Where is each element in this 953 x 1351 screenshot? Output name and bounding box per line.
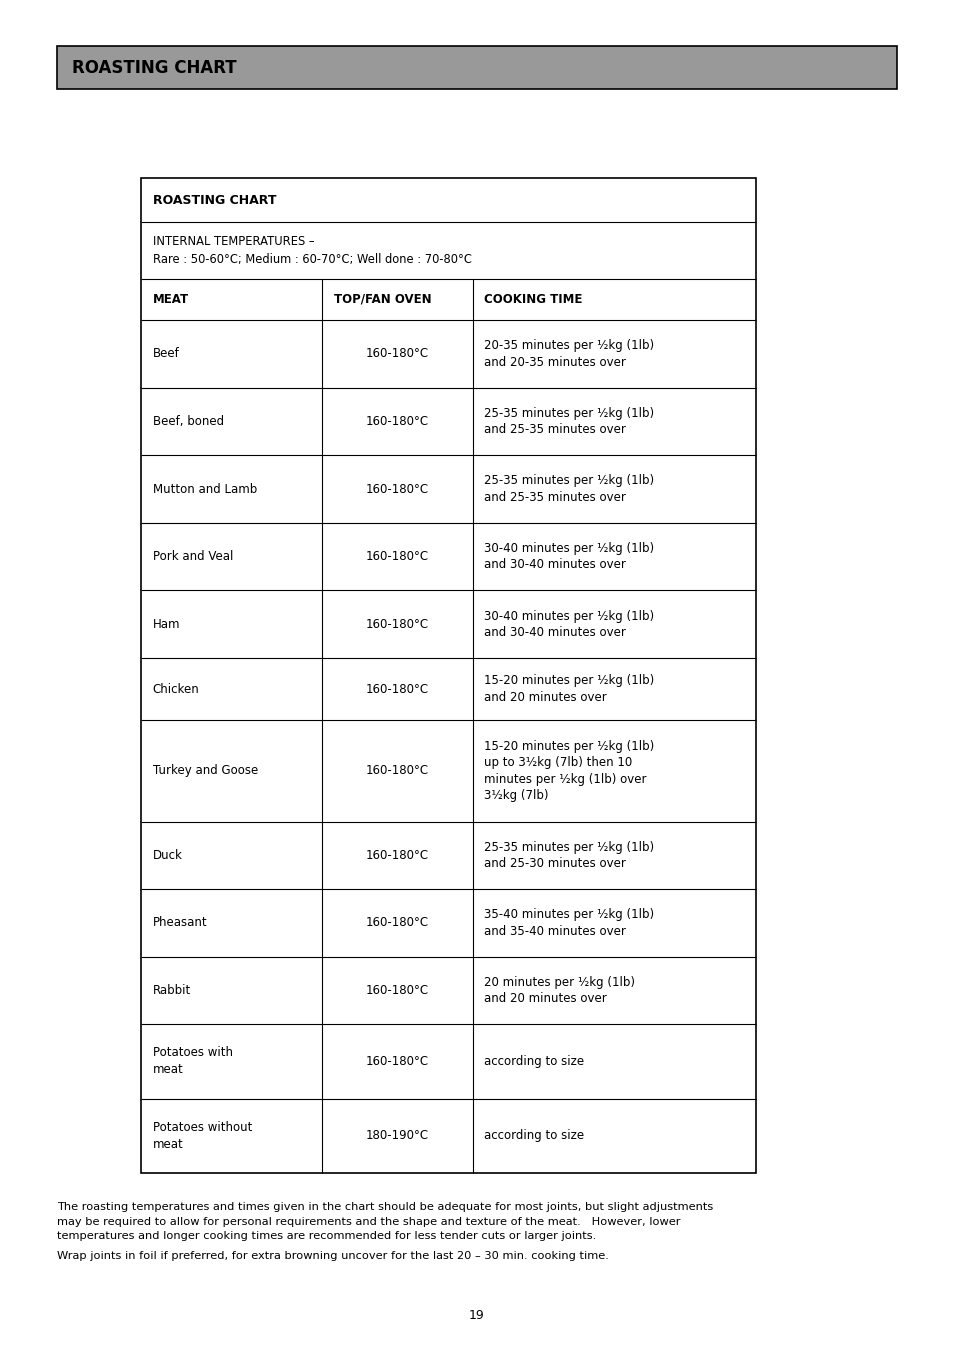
Text: according to size: according to size	[484, 1129, 584, 1142]
Text: according to size: according to size	[484, 1055, 584, 1067]
Text: 20-35 minutes per ½kg (1lb)
and 20-35 minutes over: 20-35 minutes per ½kg (1lb) and 20-35 mi…	[484, 339, 654, 369]
Text: Chicken: Chicken	[152, 682, 199, 696]
Text: Duck: Duck	[152, 848, 182, 862]
Text: 160-180°C: 160-180°C	[366, 617, 429, 631]
Text: 160-180°C: 160-180°C	[366, 550, 429, 563]
Text: 160-180°C: 160-180°C	[366, 984, 429, 997]
Text: INTERNAL TEMPERATURES –
Rare : 50-60°C; Medium : 60-70°C; Well done : 70-80°C: INTERNAL TEMPERATURES – Rare : 50-60°C; …	[152, 235, 471, 266]
FancyBboxPatch shape	[57, 46, 896, 89]
Text: MEAT: MEAT	[152, 293, 189, 305]
Text: 19: 19	[469, 1309, 484, 1323]
Text: 25-35 minutes per ½kg (1lb)
and 25-35 minutes over: 25-35 minutes per ½kg (1lb) and 25-35 mi…	[484, 474, 654, 504]
Text: Wrap joints in foil if preferred, for extra browning uncover for the last 20 – 3: Wrap joints in foil if preferred, for ex…	[57, 1251, 608, 1260]
Text: 15-20 minutes per ½kg (1lb)
and 20 minutes over: 15-20 minutes per ½kg (1lb) and 20 minut…	[484, 674, 654, 704]
Text: 160-180°C: 160-180°C	[366, 765, 429, 777]
Text: 160-180°C: 160-180°C	[366, 482, 429, 496]
Text: TOP/FAN OVEN: TOP/FAN OVEN	[334, 293, 431, 305]
Text: 160-180°C: 160-180°C	[366, 1055, 429, 1067]
Text: Pork and Veal: Pork and Veal	[152, 550, 233, 563]
Text: 25-35 minutes per ½kg (1lb)
and 25-30 minutes over: 25-35 minutes per ½kg (1lb) and 25-30 mi…	[484, 840, 654, 870]
Text: ROASTING CHART: ROASTING CHART	[152, 193, 275, 207]
Text: Pheasant: Pheasant	[152, 916, 207, 929]
Text: 20 minutes per ½kg (1lb)
and 20 minutes over: 20 minutes per ½kg (1lb) and 20 minutes …	[484, 975, 635, 1005]
Text: Beef, boned: Beef, boned	[152, 415, 224, 428]
Text: ROASTING CHART: ROASTING CHART	[71, 58, 236, 77]
Text: The roasting temperatures and times given in the chart should be adequate for mo: The roasting temperatures and times give…	[57, 1202, 713, 1242]
Text: 15-20 minutes per ½kg (1lb)
up to 3½kg (7lb) then 10
minutes per ½kg (1lb) over
: 15-20 minutes per ½kg (1lb) up to 3½kg (…	[484, 739, 654, 802]
Text: Potatoes with
meat: Potatoes with meat	[152, 1047, 233, 1077]
Text: Mutton and Lamb: Mutton and Lamb	[152, 482, 256, 496]
Text: 160-180°C: 160-180°C	[366, 848, 429, 862]
Text: Potatoes without
meat: Potatoes without meat	[152, 1120, 252, 1151]
Text: COOKING TIME: COOKING TIME	[484, 293, 582, 305]
Text: 30-40 minutes per ½kg (1lb)
and 30-40 minutes over: 30-40 minutes per ½kg (1lb) and 30-40 mi…	[484, 609, 654, 639]
Text: 160-180°C: 160-180°C	[366, 347, 429, 361]
Text: 30-40 minutes per ½kg (1lb)
and 30-40 minutes over: 30-40 minutes per ½kg (1lb) and 30-40 mi…	[484, 542, 654, 571]
Text: 160-180°C: 160-180°C	[366, 916, 429, 929]
Text: Rabbit: Rabbit	[152, 984, 191, 997]
Text: 25-35 minutes per ½kg (1lb)
and 25-35 minutes over: 25-35 minutes per ½kg (1lb) and 25-35 mi…	[484, 407, 654, 436]
Text: 180-190°C: 180-190°C	[366, 1129, 429, 1142]
FancyBboxPatch shape	[141, 178, 755, 1173]
Text: Turkey and Goose: Turkey and Goose	[152, 765, 257, 777]
Text: Ham: Ham	[152, 617, 180, 631]
Text: 160-180°C: 160-180°C	[366, 415, 429, 428]
Text: 35-40 minutes per ½kg (1lb)
and 35-40 minutes over: 35-40 minutes per ½kg (1lb) and 35-40 mi…	[484, 908, 654, 938]
Text: Beef: Beef	[152, 347, 179, 361]
Text: 160-180°C: 160-180°C	[366, 682, 429, 696]
